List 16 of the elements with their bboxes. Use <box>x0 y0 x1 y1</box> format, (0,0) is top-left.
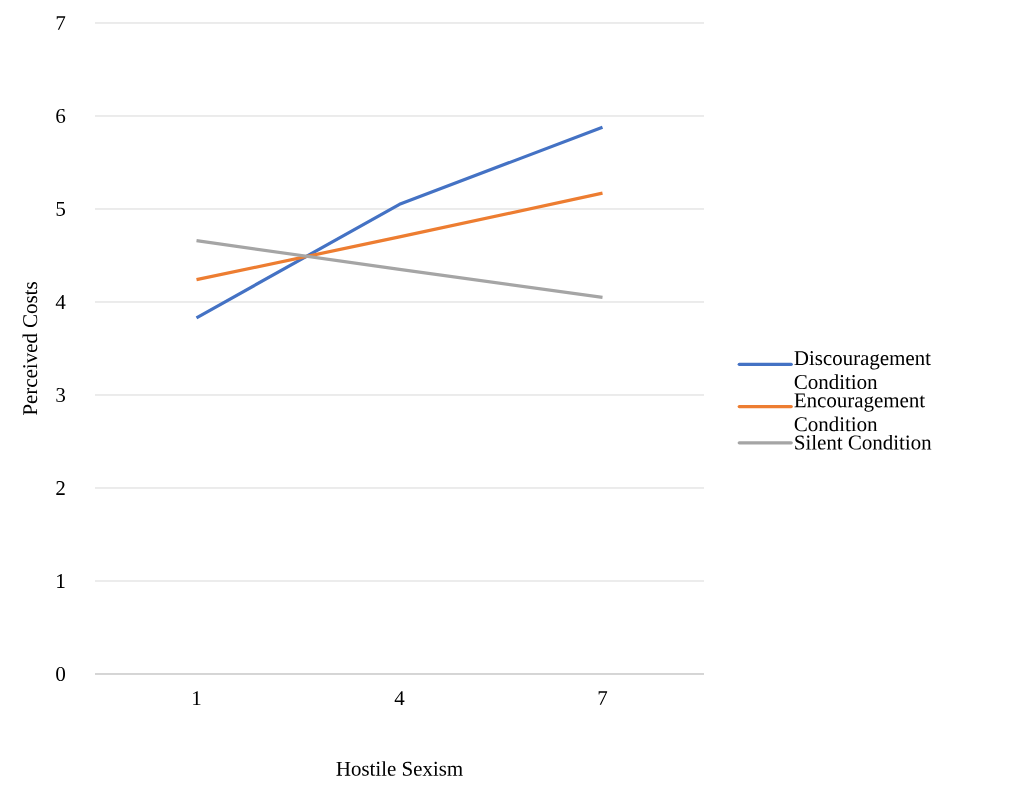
y-tick-label: 0 <box>56 666 66 682</box>
y-tick-label: 6 <box>56 108 66 124</box>
y-tick-label: 4 <box>55 295 66 309</box>
y-tick-label: 5 <box>56 202 66 216</box>
y-tick-label: 7 <box>56 16 66 30</box>
legend-label: Silent Condition <box>795 434 932 450</box>
legend-label: Encouragement Condition <box>794 393 926 432</box>
x-tick-label: 1 <box>193 691 201 705</box>
y-tick-label: 1 <box>57 574 65 588</box>
x-tick-label: 7 <box>598 691 608 705</box>
x-tick-label: 4 <box>394 691 405 705</box>
x-axis-title: Hostile Sexism <box>336 761 463 776</box>
y-tick-label: 2 <box>56 481 65 495</box>
y-axis-title: Perceived Costs <box>22 282 38 415</box>
legend-label: Discouragement Condition <box>794 351 931 390</box>
y-tick-label: 3 <box>56 387 66 403</box>
